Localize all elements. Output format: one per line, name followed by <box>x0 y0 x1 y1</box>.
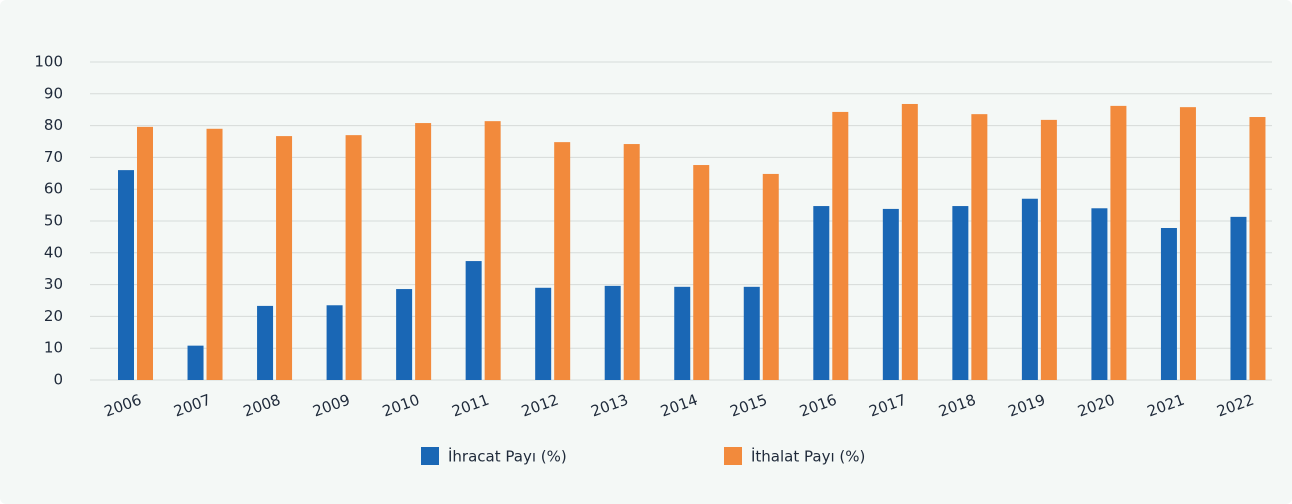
bar <box>206 128 223 380</box>
legend-label: İthalat Payı (%) <box>751 447 865 466</box>
bar <box>326 305 343 380</box>
bar <box>1091 208 1108 380</box>
y-tick-label: 100 <box>34 53 63 71</box>
y-tick-label: 80 <box>44 116 63 134</box>
bar <box>674 286 691 380</box>
bar <box>1230 216 1247 380</box>
bar <box>623 144 640 380</box>
y-tick-label: 40 <box>44 243 63 261</box>
y-tick-label: 30 <box>44 275 63 293</box>
bar <box>276 136 293 380</box>
bar <box>813 206 830 380</box>
bar <box>1160 227 1177 380</box>
bar <box>832 111 849 381</box>
bar <box>882 208 899 380</box>
bar <box>345 135 362 380</box>
bar <box>901 103 918 380</box>
bar <box>187 345 204 380</box>
bar <box>1021 198 1038 380</box>
bar <box>693 165 710 380</box>
bar <box>1179 107 1196 380</box>
bar <box>604 285 621 380</box>
bar <box>554 142 571 380</box>
legend-label: İhracat Payı (%) <box>448 447 567 466</box>
bar <box>257 305 274 380</box>
bar <box>118 170 134 380</box>
y-tick-label: 90 <box>44 84 63 102</box>
legend-swatch <box>421 447 439 465</box>
y-tick-label: 60 <box>44 180 63 198</box>
bar <box>952 206 969 380</box>
bar <box>743 286 760 380</box>
bar <box>137 126 153 380</box>
bar <box>1249 117 1266 380</box>
y-tick-label: 70 <box>44 148 63 166</box>
y-tick-label: 20 <box>44 307 63 325</box>
y-tick-label: 50 <box>44 212 63 230</box>
bar <box>465 261 482 380</box>
bar <box>535 287 552 380</box>
legend-swatch <box>724 447 742 465</box>
bar <box>396 289 413 380</box>
bar <box>971 114 988 380</box>
bar <box>1110 105 1127 380</box>
y-tick-label: 0 <box>53 371 63 389</box>
y-tick-label: 10 <box>44 339 63 357</box>
bar <box>762 173 779 380</box>
bar <box>415 123 432 380</box>
bar <box>484 121 501 380</box>
bar <box>1040 119 1057 380</box>
